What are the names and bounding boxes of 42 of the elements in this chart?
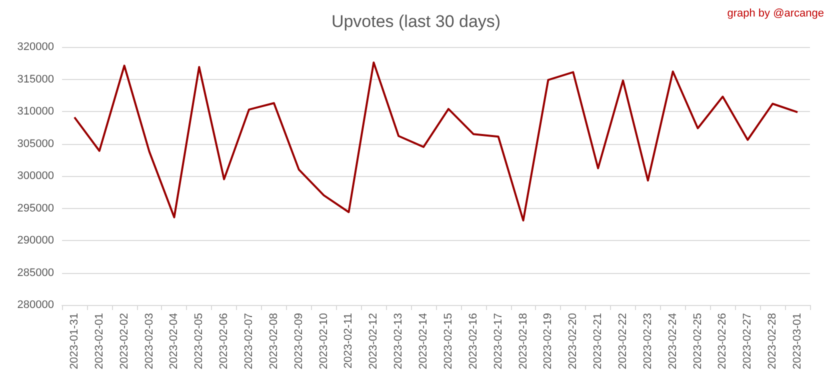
y-tick-label: 300000 — [17, 170, 54, 182]
x-tick-label: 2023-02-21 — [592, 313, 604, 370]
x-tick-label: 2023-02-04 — [168, 313, 180, 370]
x-tick-label: 2023-02-01 — [93, 313, 106, 370]
y-tick-label: 280000 — [17, 299, 54, 311]
x-tick-label: 2023-03-01 — [792, 313, 804, 370]
x-tick-label: 2023-02-18 — [517, 313, 530, 370]
x-tick-label: 2023-02-17 — [492, 313, 504, 370]
x-tick-label: 2023-02-28 — [766, 313, 779, 370]
line-series — [73, 61, 799, 222]
x-tick-label: 2023-02-02 — [118, 313, 130, 370]
x-tick-label: 2023-02-24 — [666, 313, 679, 370]
x-tick-label: 2023-02-09 — [292, 313, 305, 370]
x-tick-label: 2023-02-20 — [567, 313, 580, 370]
y-tick-label: 285000 — [17, 266, 54, 279]
x-tick-label: 2023-02-11 — [342, 313, 355, 368]
x-tick-label: 2023-02-05 — [193, 313, 206, 370]
x-tick-label: 2023-02-26 — [716, 313, 729, 370]
y-tick-label: 290000 — [17, 234, 54, 246]
x-tick-label: 2023-02-08 — [268, 313, 280, 370]
y-tick-label: 315000 — [17, 73, 54, 86]
x-tick-label: 2023-02-19 — [542, 313, 554, 370]
x-tick-label: 2023-02-07 — [243, 313, 255, 370]
chart-title: Upvotes (last 30 days) — [331, 12, 501, 31]
y-tick-label: 305000 — [17, 138, 54, 150]
x-tick-label: 2023-02-16 — [467, 313, 480, 370]
y-tick-label: 295000 — [17, 202, 54, 214]
x-tick-label: 2023-02-12 — [368, 313, 380, 370]
x-tick-label: 2023-02-13 — [392, 313, 405, 370]
x-tick-label: 2023-01-31 — [68, 313, 80, 370]
x-tick-label: 2023-02-25 — [692, 313, 704, 370]
x-tick-label: 2023-02-14 — [418, 313, 430, 370]
y-tick-label: 310000 — [17, 106, 54, 118]
x-tick-label: 2023-02-03 — [143, 313, 156, 370]
text: graph by @arcange — [727, 8, 824, 20]
x-tick-label: 2023-02-15 — [442, 313, 454, 370]
x-tick-label: 2023-02-22 — [617, 313, 629, 370]
x-tick-label: 2023-02-23 — [642, 313, 654, 370]
x-tick-label: 2023-02-06 — [218, 313, 230, 370]
y-tick-label: 320000 — [17, 41, 54, 53]
x-tick-label: 2023-02-27 — [742, 313, 754, 370]
x-tick-label: 2023-02-10 — [318, 313, 330, 370]
